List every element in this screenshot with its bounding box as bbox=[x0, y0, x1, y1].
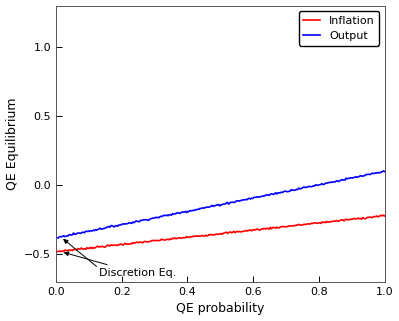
Inflation bbox=[332, 219, 336, 223]
Output bbox=[256, 195, 261, 199]
Inflation bbox=[249, 229, 254, 233]
Output bbox=[53, 236, 58, 239]
Output bbox=[381, 169, 386, 173]
Output bbox=[332, 180, 336, 184]
Inflation bbox=[250, 228, 255, 232]
Y-axis label: QE Equilibrium: QE Equilibrium bbox=[6, 98, 19, 190]
Output bbox=[353, 176, 358, 179]
Inflation bbox=[381, 213, 386, 217]
Legend: Inflation, Output: Inflation, Output bbox=[299, 11, 379, 46]
Output bbox=[382, 169, 387, 173]
Output bbox=[249, 196, 254, 200]
Output bbox=[56, 236, 61, 240]
Inflation bbox=[53, 249, 58, 253]
Inflation bbox=[382, 214, 387, 218]
Text: Discretion Eq.: Discretion Eq. bbox=[65, 252, 176, 278]
Inflation bbox=[256, 228, 261, 231]
Line: Output: Output bbox=[56, 171, 385, 238]
Inflation bbox=[55, 250, 59, 254]
X-axis label: QE probability: QE probability bbox=[176, 302, 265, 316]
Inflation bbox=[353, 217, 358, 221]
Line: Inflation: Inflation bbox=[56, 215, 385, 252]
Inflation bbox=[56, 249, 61, 253]
Output bbox=[55, 236, 59, 239]
Output bbox=[250, 196, 255, 200]
